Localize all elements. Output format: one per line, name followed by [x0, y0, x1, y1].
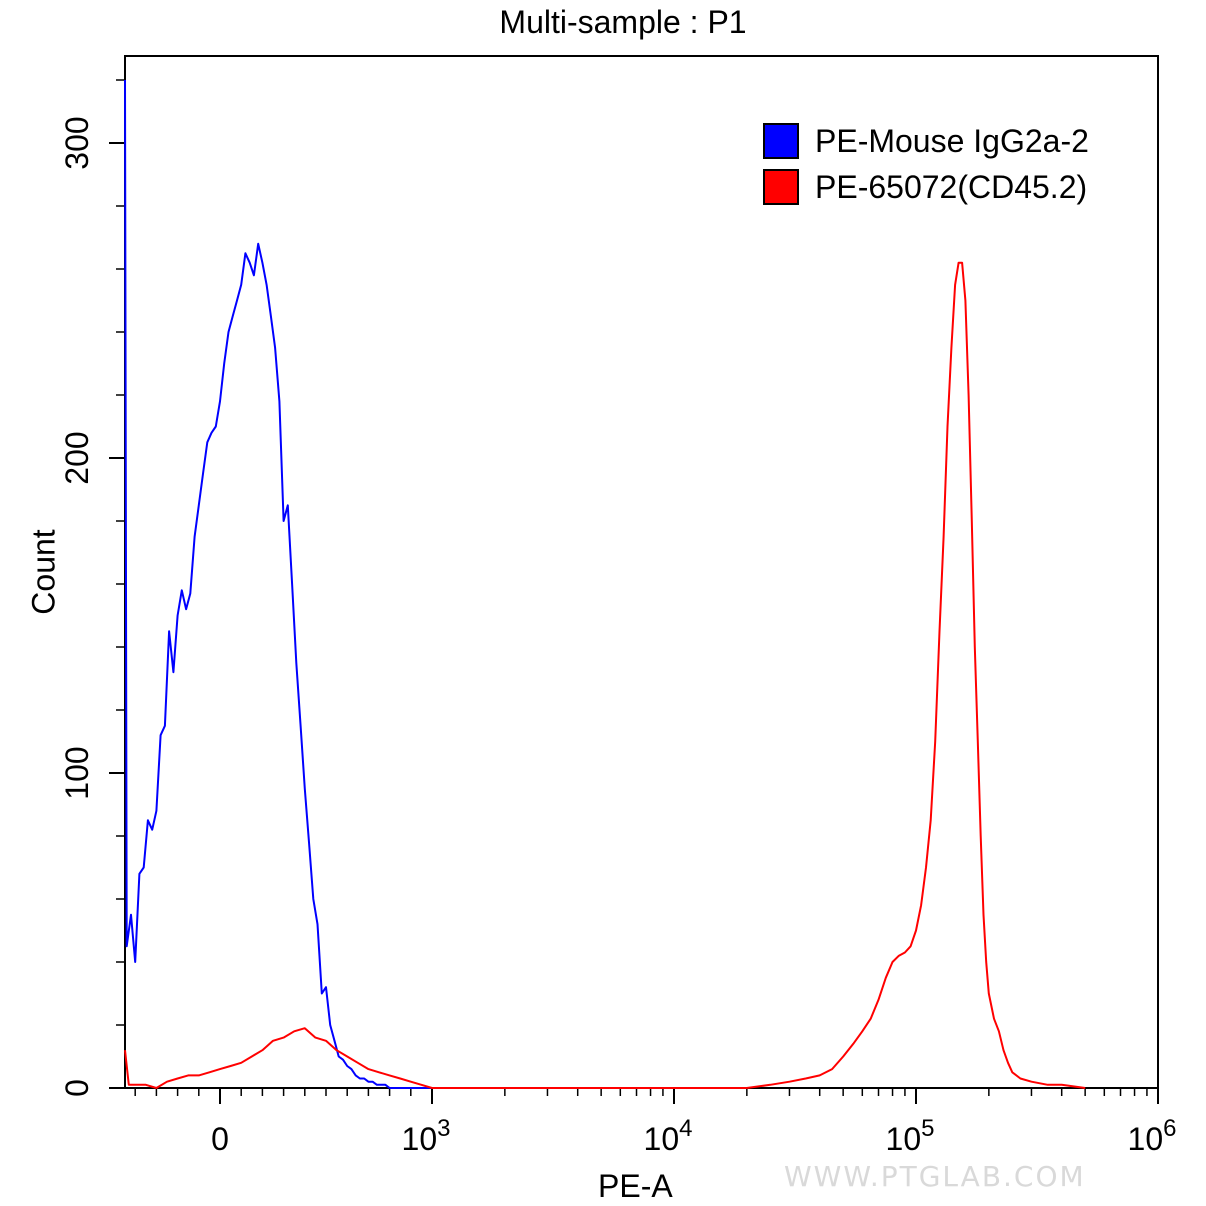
- x-tick-label: 106: [1128, 1115, 1177, 1157]
- series-layer: [124, 79, 1086, 1089]
- legend-label-cd45: PE-65072(CD45.2): [815, 168, 1088, 205]
- series-line-0: [124, 79, 438, 1089]
- y-axis-label: Count: [25, 529, 62, 615]
- x-axis-label: PE-A: [598, 1168, 673, 1204]
- y-tick-label: 100: [59, 746, 95, 799]
- x-tick-label: 0: [211, 1121, 229, 1157]
- x-tick-label: 103: [402, 1115, 451, 1157]
- legend: PE-Mouse IgG2a-2 PE-65072(CD45.2): [763, 118, 1089, 210]
- series-line-1: [124, 261, 1086, 1089]
- legend-item-isotype: PE-Mouse IgG2a-2: [763, 118, 1089, 164]
- x-axis: 0 103 104 105 106: [125, 1087, 1177, 1157]
- legend-swatch-isotype: [763, 123, 799, 159]
- watermark: WWW.PTGLAB.COM: [784, 1160, 1086, 1193]
- y-tick-label: 200: [59, 431, 95, 484]
- legend-item-cd45: PE-65072(CD45.2): [763, 164, 1089, 210]
- y-tick-label: 0: [59, 1079, 95, 1097]
- y-axis: 0 100 200 300: [59, 56, 126, 1097]
- x-tick-label: 105: [886, 1115, 935, 1157]
- legend-swatch-cd45: [763, 169, 799, 205]
- legend-label-isotype: PE-Mouse IgG2a-2: [815, 122, 1089, 159]
- chart-title: Multi-sample : P1: [499, 4, 747, 40]
- x-tick-label: 104: [644, 1115, 693, 1157]
- plot-frame: [124, 55, 1159, 1089]
- y-tick-label: 300: [59, 116, 95, 169]
